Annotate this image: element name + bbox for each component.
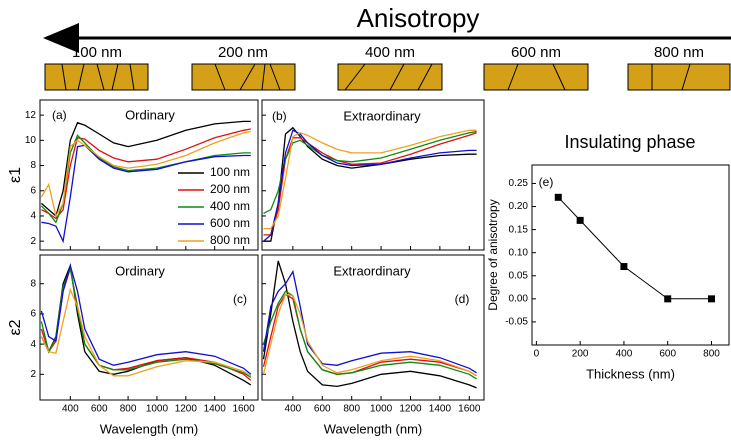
plot-frame xyxy=(261,99,485,251)
series-line xyxy=(263,129,477,230)
y-tick-label: 12 xyxy=(25,110,37,121)
plot-frame xyxy=(261,254,485,401)
x-tick-label: 1000 xyxy=(370,404,393,415)
y-tick-label: 4 xyxy=(30,339,36,350)
panel-label: (e) xyxy=(539,175,554,189)
y-tick-label: -0.05 xyxy=(505,317,528,328)
x-axis-label: Thickness (nm) xyxy=(586,366,675,381)
panel-title: Ordinary xyxy=(115,263,165,278)
plot-area xyxy=(262,260,477,389)
x-tick-label: 600 xyxy=(91,404,108,415)
grain-size-label: 200 nm xyxy=(218,44,268,61)
y-tick-label: 2 xyxy=(30,236,36,247)
series-line xyxy=(263,130,477,214)
grain-size-label: 100 nm xyxy=(72,44,122,61)
legend-label: 100 nm xyxy=(210,165,250,179)
y-tick-label: 0.05 xyxy=(509,270,529,281)
y-tick-label: 0.00 xyxy=(509,293,529,304)
header-title: Anisotropy xyxy=(357,3,480,33)
plot-area xyxy=(40,120,251,244)
x-tick-label: 800 xyxy=(120,404,137,415)
x-axis-label: Wavelength (nm) xyxy=(324,421,423,436)
series-line xyxy=(40,266,252,378)
x-tick-label: 1200 xyxy=(399,404,422,415)
y-tick-label: 8 xyxy=(30,278,36,289)
series-line xyxy=(40,287,252,377)
panel-title: Extraordinary xyxy=(333,263,411,278)
y-tick-label: 2 xyxy=(30,369,36,380)
panel-label: (b) xyxy=(272,109,287,123)
data-point xyxy=(620,263,628,271)
series-line xyxy=(41,144,251,244)
x-tick-label: 1000 xyxy=(146,404,169,415)
x-tick-label: 600 xyxy=(659,349,676,360)
panel-title: Insulating phase xyxy=(564,132,695,152)
x-tick-label: 400 xyxy=(285,404,302,415)
series-line xyxy=(263,132,477,236)
series-line xyxy=(262,293,477,377)
plot-frame xyxy=(531,164,730,346)
x-tick-label: 600 xyxy=(314,404,331,415)
x-tick-label: 800 xyxy=(703,349,720,360)
series-line xyxy=(262,290,477,380)
y-tick-label: 0.25 xyxy=(509,178,529,189)
panel-label: (c) xyxy=(233,292,247,306)
series-line xyxy=(262,260,477,389)
data-point xyxy=(707,295,715,303)
x-tick-label: 400 xyxy=(62,404,79,415)
x-tick-label: 200 xyxy=(572,349,589,360)
panel-title: Extraordinary xyxy=(343,108,421,123)
data-point xyxy=(576,216,584,224)
y-tick-label: 6 xyxy=(30,185,36,196)
legend-label: 200 nm xyxy=(210,182,250,196)
x-tick-label: 1200 xyxy=(175,404,198,415)
x-tick-label: 1400 xyxy=(429,404,452,415)
trend-line xyxy=(557,196,712,300)
y-tick-label: 6 xyxy=(30,309,36,320)
series-line xyxy=(262,269,477,374)
x-tick-label: 1600 xyxy=(458,404,481,415)
legend-label: 400 nm xyxy=(210,199,250,213)
series-line xyxy=(40,134,251,224)
series-line xyxy=(263,129,477,242)
x-tick-label: 1600 xyxy=(232,404,255,415)
x-axis-label: Wavelength (nm) xyxy=(100,421,199,436)
y-tick-label: 10 xyxy=(25,135,37,146)
panel-label: (d) xyxy=(455,292,470,306)
panel-label: (a) xyxy=(52,108,67,122)
x-tick-label: 1400 xyxy=(204,404,227,415)
y-tick-label: 4 xyxy=(30,211,36,222)
y-tick-label: 0.20 xyxy=(509,201,529,212)
panel-title: Ordinary xyxy=(125,107,175,122)
data-point xyxy=(554,193,562,201)
grain-diagrams xyxy=(44,63,731,91)
grain-size-label: 800 nm xyxy=(654,44,704,61)
series-line xyxy=(40,130,251,218)
y-tick-label: 0.10 xyxy=(509,247,529,258)
y-tick-label: 8 xyxy=(30,160,36,171)
y-axis-label: Degree of anisotropy xyxy=(486,199,500,310)
series-line xyxy=(40,120,251,218)
legend-label: 600 nm xyxy=(210,216,250,230)
plot-frame xyxy=(39,254,259,401)
x-tick-label: 400 xyxy=(616,349,633,360)
x-tick-label: 0 xyxy=(534,349,540,360)
series-line xyxy=(40,263,252,375)
plot-area xyxy=(40,263,252,386)
y-axis-label: ε1 xyxy=(7,167,24,183)
x-tick-label: 800 xyxy=(343,404,360,415)
series-line xyxy=(263,126,477,242)
legend-label: 800 nm xyxy=(210,233,250,247)
y-axis-label: ε2 xyxy=(7,319,24,335)
plot-area xyxy=(557,196,712,300)
y-tick-label: 0.15 xyxy=(509,224,529,235)
grain-size-label: 400 nm xyxy=(365,44,415,61)
grain-size-label: 600 nm xyxy=(511,44,561,61)
data-point xyxy=(664,295,672,303)
plot-frame xyxy=(39,99,259,251)
plot-area xyxy=(263,126,477,242)
